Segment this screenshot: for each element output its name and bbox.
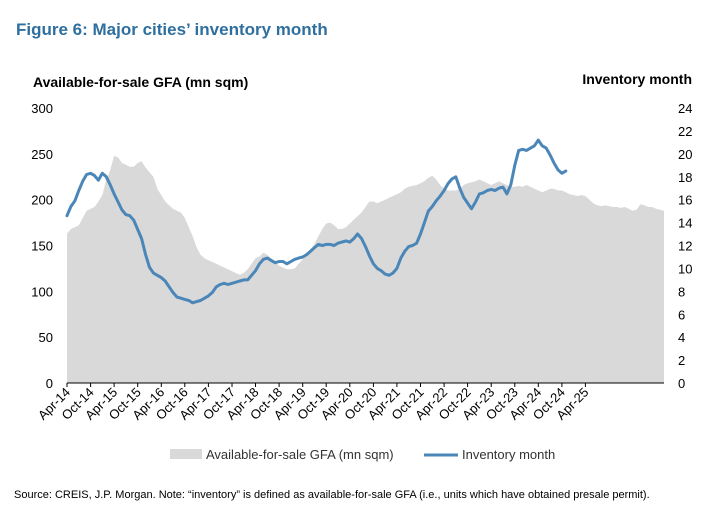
left-axis-ticks: 0 50 100 150 200 250 300 [31, 101, 53, 391]
line-series [65, 138, 568, 305]
right-tick-label: 14 [678, 216, 692, 231]
right-tick-label: 4 [678, 330, 685, 345]
right-tick-label: 8 [678, 284, 685, 299]
right-tick-label: 12 [678, 239, 692, 254]
right-tick-label: 22 [678, 124, 692, 139]
area-series-group [67, 155, 664, 383]
right-tick-label: 10 [678, 261, 692, 276]
left-axis-label: Available-for-sale GFA (mn sqm) [33, 74, 248, 90]
legend: Available-for-sale GFA (mn sqm) Inventor… [170, 447, 555, 462]
left-tick-label: 250 [31, 147, 53, 162]
left-tick-label: 0 [46, 376, 53, 391]
right-axis-label: Inventory month [582, 71, 692, 87]
left-tick-label: 150 [31, 239, 53, 254]
right-tick-label: 0 [678, 376, 685, 391]
source-note: Source: CREIS, J.P. Morgan. Note: “inven… [14, 489, 650, 501]
legend-area-label: Available-for-sale GFA (mn sqm) [206, 447, 394, 462]
right-tick-label: 6 [678, 307, 685, 322]
left-tick-label: 200 [31, 193, 53, 208]
figure-title: Figure 6: Major cities’ inventory month [16, 20, 328, 39]
area-series [67, 155, 664, 383]
right-tick-label: 2 [678, 353, 685, 368]
right-tick-label: 16 [678, 193, 692, 208]
right-tick-label: 20 [678, 147, 692, 162]
left-tick-label: 50 [39, 330, 53, 345]
left-tick-label: 100 [31, 284, 53, 299]
left-tick-label: 300 [31, 101, 53, 116]
right-tick-label: 24 [678, 101, 692, 116]
x-axis-ticks: Apr-14Oct-14Apr-15Oct-15Apr-16Oct-16Apr-… [35, 383, 592, 423]
legend-line-label: Inventory month [462, 447, 555, 462]
right-tick-label: 18 [678, 170, 692, 185]
legend-area-swatch [170, 449, 202, 459]
line-series-group [65, 138, 568, 305]
